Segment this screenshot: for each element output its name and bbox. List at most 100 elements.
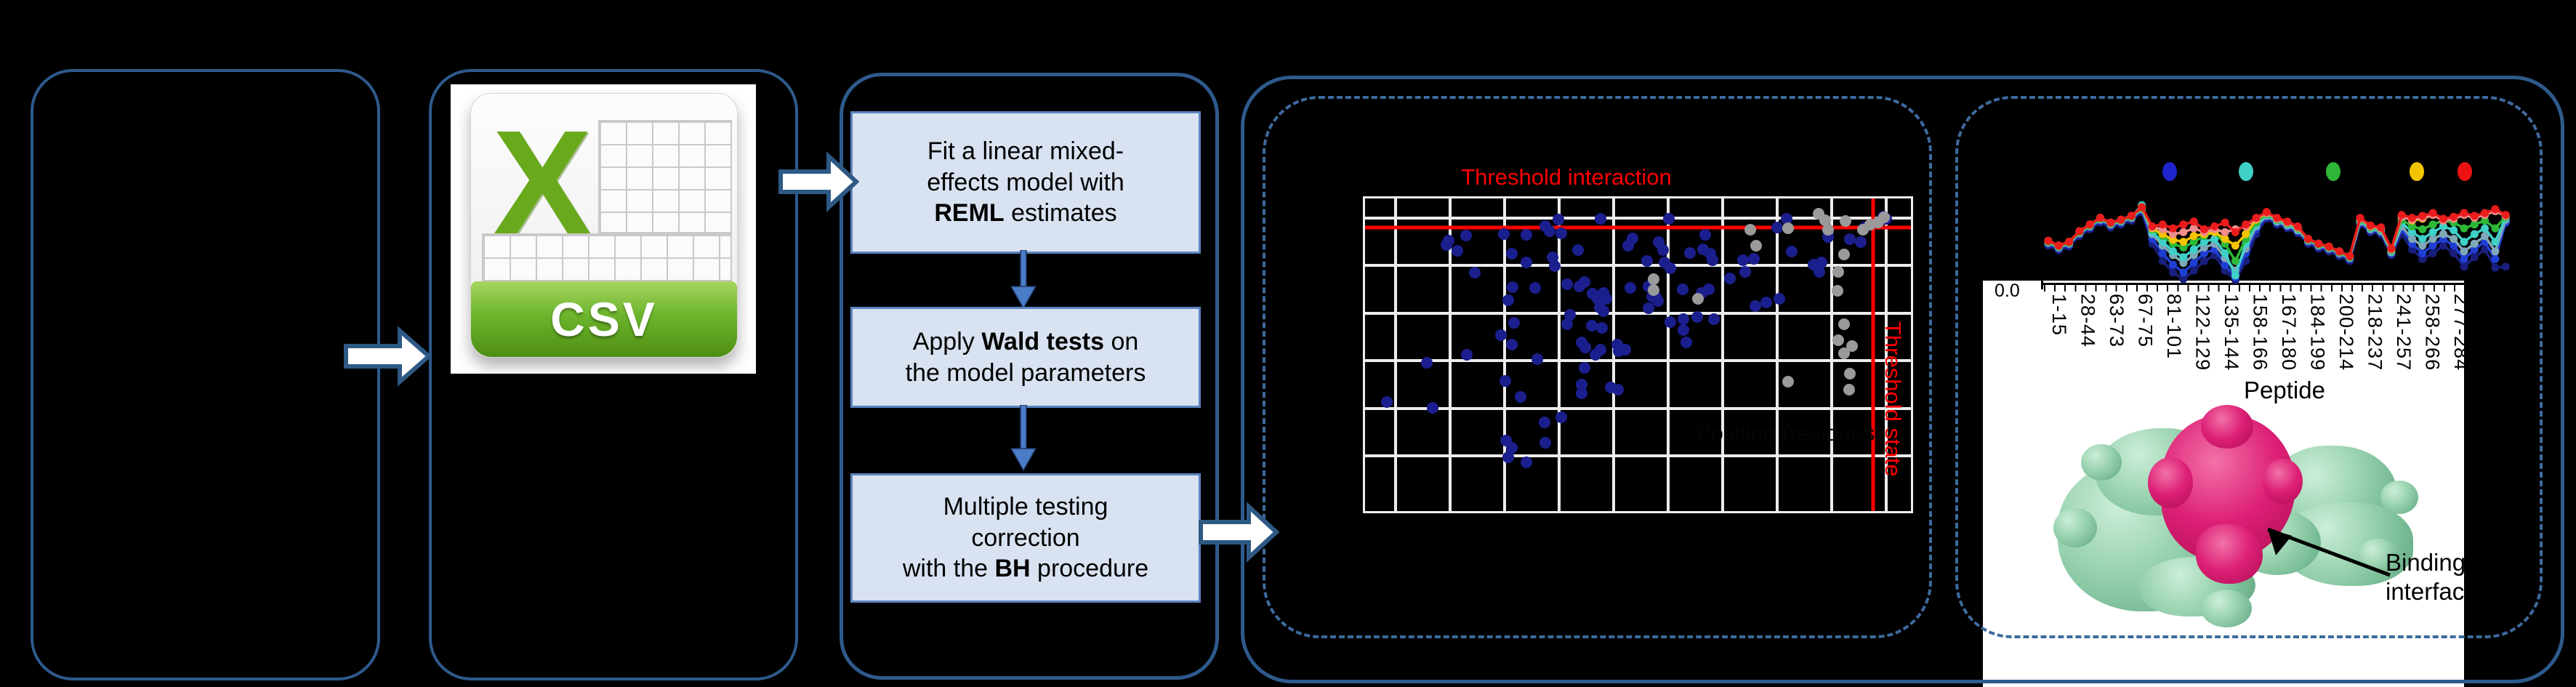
t-steel-marker [2418, 241, 2427, 250]
t-green-marker [2179, 244, 2188, 252]
flow-box3-pre: with the [902, 555, 995, 583]
interaction-points-blue [1665, 262, 1676, 274]
interaction-points-blue [1579, 362, 1590, 374]
t-red-marker [2242, 220, 2250, 229]
t-blue-marker [2221, 260, 2229, 269]
peptide-label-158-166: 158-166 [2249, 294, 2271, 392]
interaction-points-blue [1619, 344, 1631, 355]
interaction-points-blue [1460, 230, 1472, 241]
t-turquoise-marker [2408, 228, 2416, 236]
t-red-marker [2481, 209, 2490, 217]
t-red-marker [2044, 236, 2053, 245]
panel-csv [429, 69, 798, 680]
t-turquoise-marker [2491, 238, 2500, 246]
t-red-marker [2054, 241, 2063, 250]
interaction-points-blue [1461, 349, 1473, 361]
interaction-points-blue [1564, 309, 1576, 321]
panel-uptake-structure [1955, 96, 2543, 638]
interaction-points-blue [1555, 228, 1567, 239]
state-points-gray [1838, 249, 1850, 260]
interaction-points-blue [1760, 297, 1772, 308]
t-turquoise-marker [2450, 226, 2458, 235]
t-red-marker [2428, 209, 2437, 217]
t-red-marker [2460, 209, 2468, 217]
t-blue-marker [2200, 249, 2208, 257]
interaction-points-blue [1452, 245, 1463, 257]
t-green-marker [2408, 222, 2416, 230]
t-navy-marker [2460, 262, 2468, 271]
interaction-points-blue [1691, 311, 1703, 323]
peptide-label-text: 258-266 [2421, 294, 2444, 371]
peptide-label-28-44: 28-44 [2077, 294, 2099, 392]
t-turquoise-marker [2158, 238, 2167, 246]
threshold-scatter-plot: Position (residues) [1363, 196, 1913, 513]
interaction-points-blue [1521, 229, 1532, 241]
interaction-points-blue [1601, 293, 1612, 305]
t-navy-marker [2418, 254, 2427, 263]
interaction-points-blue [1576, 387, 1587, 399]
t-green-marker [2428, 220, 2437, 229]
protein-bump-4 [2357, 539, 2399, 574]
scatter-canvas [1365, 198, 1911, 511]
t-red-marker [2501, 211, 2510, 220]
interaction-points-blue [1547, 252, 1558, 263]
t-red-marker [2377, 223, 2386, 232]
interaction-points-blue [1506, 248, 1518, 260]
interaction-points-blue [1678, 313, 1689, 325]
t-steel-marker [2189, 251, 2198, 260]
t-blue-marker [2418, 249, 2427, 257]
interaction-points-blue [1708, 313, 1720, 325]
state-points-gray [1750, 240, 1762, 252]
flow-box-wald-tests: Apply Wald tests on the model parameters [850, 307, 1201, 408]
legend-dot-4 [2410, 162, 2424, 181]
interaction-points-blue [1855, 236, 1867, 248]
t-navy-marker [2158, 257, 2167, 265]
t-red-marker [2065, 238, 2074, 246]
flow-box3-line2: correction [971, 523, 1080, 552]
flow-box3-bold: BH [994, 555, 1031, 583]
interaction-points-blue [1515, 391, 1526, 403]
t-red-marker [2231, 228, 2239, 236]
interaction-points-blue [1539, 437, 1551, 449]
flow-box1-rest: estimates [1004, 199, 1117, 228]
t-turquoise-marker [2470, 230, 2479, 238]
peptide-label-63-73: 63-73 [2105, 294, 2128, 392]
interaction-points-blue [1561, 318, 1573, 330]
protein-bump-1 [2053, 508, 2097, 547]
peptide-label-text: 81-101 [2163, 294, 2185, 360]
t-red-marker [2200, 225, 2208, 233]
t-navy-marker [2200, 257, 2208, 265]
flow-box-fit-model: Fit a linear mixed- effects model with R… [850, 111, 1201, 254]
t-green-marker [2189, 238, 2198, 246]
flow-box1-line2: effects model with [927, 168, 1124, 196]
t-steel-marker [2491, 247, 2500, 256]
state-points-gray [1832, 334, 1844, 346]
state-points-gray [1782, 376, 1794, 387]
interaction-points-blue [1657, 244, 1669, 256]
t-yellow-marker [2189, 232, 2198, 241]
peptide-blob-right [2263, 459, 2303, 504]
peptide-blob-bottom [2196, 524, 2263, 584]
interaction-points-blue [1786, 246, 1798, 257]
interaction-points-blue [1381, 396, 1393, 408]
peptide-label-text: 135-144 [2221, 294, 2242, 371]
state-points-gray [1878, 212, 1890, 223]
interaction-points-blue [1652, 295, 1664, 307]
t-red-marker [2117, 215, 2125, 224]
interaction-points-blue [1737, 254, 1749, 266]
peptide-label-218-237: 218-237 [2364, 294, 2386, 392]
flow-box1-bold: REML [934, 199, 1005, 228]
protein-bump-5 [2201, 590, 2252, 627]
t-blue-marker [2169, 260, 2178, 269]
interaction-points-blue [1469, 267, 1481, 278]
interaction-points-blue [1502, 294, 1514, 306]
t-red-marker [2439, 214, 2447, 223]
interaction-points-blue [1844, 233, 1856, 245]
interaction-points-blue [1495, 329, 1507, 341]
t-navy-marker [2408, 245, 2416, 254]
t-turquoise-marker [2221, 249, 2229, 257]
t-navy-marker [2179, 275, 2188, 284]
y-axis-tick-0: 0.0 [1995, 281, 2020, 301]
interaction-points-blue [1521, 257, 1532, 268]
spreadsheet-grid-top [598, 120, 732, 233]
